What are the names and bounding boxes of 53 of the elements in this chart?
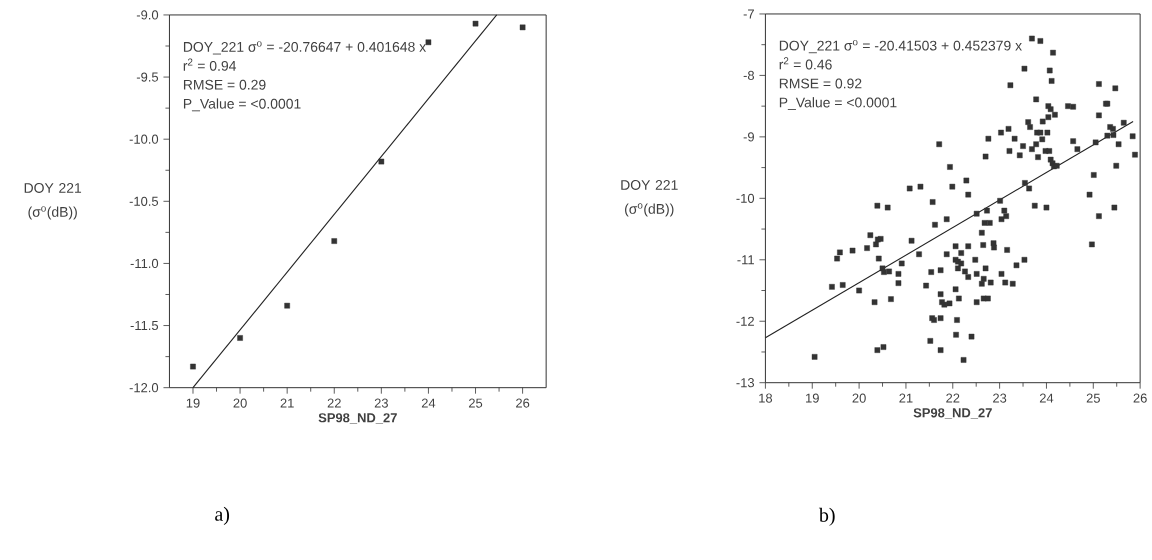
x-axis-title: SP98_ND_27 (318, 413, 397, 424)
point (472, 20, 479, 27)
x-tick-label: 20 (852, 393, 866, 403)
x-tick-label: 20 (233, 398, 247, 408)
annotation: P_Value = <0.0001 (183, 98, 301, 112)
x-tick-label: 18 (759, 393, 773, 403)
point (378, 158, 385, 165)
x-tick-label: 21 (280, 398, 294, 408)
y-tick-label: -10 (736, 193, 755, 203)
annotation: P_Value = <0.0001 (779, 97, 897, 110)
y-tick-label: -12.0 (129, 383, 159, 393)
text: a) (215, 506, 230, 525)
point (331, 238, 338, 244)
annotation: r$^{2}$ = 0.46 (779, 57, 832, 70)
y-tick-label: -8 (743, 70, 755, 80)
annotation: RMSE = 0.29 (183, 79, 266, 90)
x-tick-label: 24 (421, 398, 436, 408)
x-axis-title: SP98_ND_27 (913, 408, 992, 419)
y-tick-label: -9 (743, 132, 754, 142)
x-tick-label: 26 (516, 398, 530, 408)
x-tick-label: 22 (946, 393, 960, 403)
x-tick-label: 21 (899, 393, 913, 403)
x-tick-label: 23 (993, 393, 1007, 403)
y-tick-label: -10.5 (129, 196, 159, 206)
y-tick-label: -9.0 (136, 10, 159, 20)
y-tick-label: -11.5 (130, 320, 159, 331)
x-tick-label: 19 (806, 393, 819, 403)
point (284, 302, 290, 309)
x-tick-label: 23 (374, 398, 388, 408)
annotation: DOY_221 σ$^{o}$ = -20.41503 + 0.452379 x (779, 39, 1022, 54)
x-tick-label: 25 (468, 398, 483, 408)
y-tick-label: -11 (737, 255, 754, 265)
x-tick-label: 19 (186, 398, 200, 408)
y-tick-label: -12 (736, 316, 754, 326)
y-tick-label: -13 (736, 378, 755, 388)
point (237, 335, 243, 341)
x-tick-label: 22 (327, 398, 341, 408)
point (425, 39, 432, 46)
y-tick-label: -7 (743, 9, 754, 19)
y-tick-label: -11.0 (130, 258, 159, 268)
y-axis-title: DOY 221 (σ$^{o}$(dB)) (24, 182, 82, 220)
y-tick-label: -9.5 (136, 72, 159, 82)
point (190, 363, 196, 370)
annotation: RMSE = 0.92 (779, 78, 862, 89)
annotation: DOY_221 σ$^{o}$ = -20.76647 + 0.401648 x (183, 41, 427, 55)
x-tick-label: 25 (1086, 393, 1100, 403)
annotation: r$^{2}$ = 0.94 (183, 58, 237, 71)
x-tick-label: 24 (1039, 393, 1054, 403)
text: b) (818, 507, 835, 526)
y-axis-title: DOY 221 (σ$^{o}$(dB)) (621, 179, 678, 217)
y-tick-label: -10.0 (129, 134, 159, 144)
point (519, 24, 526, 31)
x-tick-label: 26 (1133, 393, 1147, 403)
